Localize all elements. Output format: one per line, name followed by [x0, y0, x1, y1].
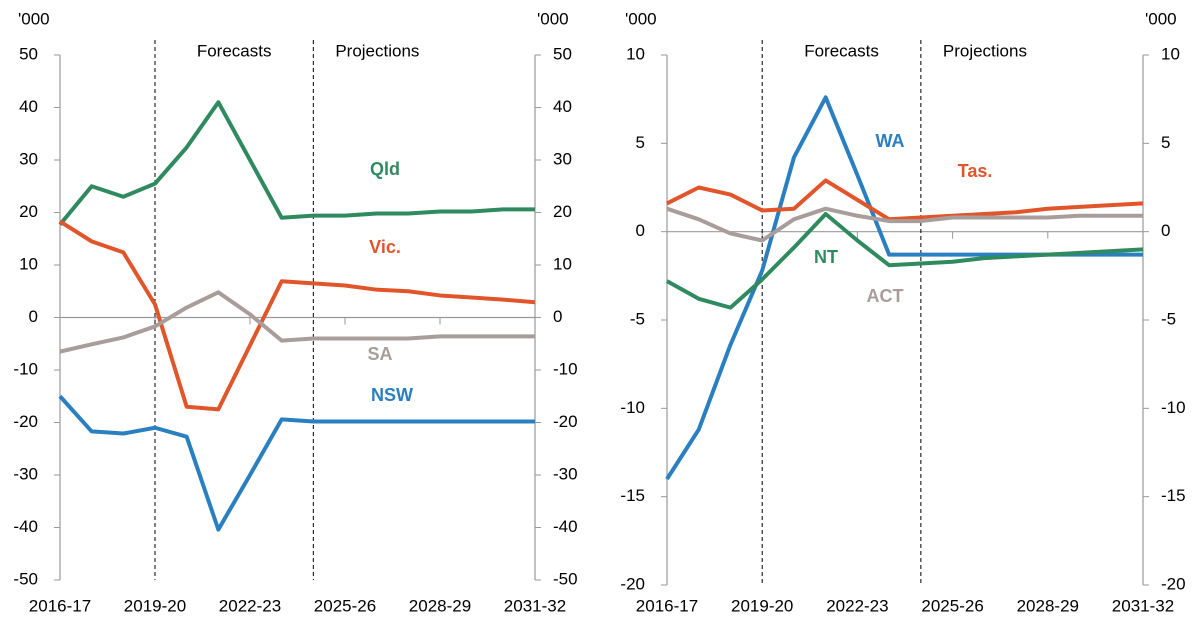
- x-tick-label: 2025-26: [921, 596, 983, 615]
- y-tick-label: 5: [636, 133, 645, 152]
- y2-tick-label: 40: [553, 97, 572, 116]
- y-tick-label: -15: [620, 486, 645, 505]
- y2-tick-label: -50: [553, 569, 578, 588]
- y-tick-label: 0: [636, 221, 645, 240]
- y2-tick-label: -20: [553, 412, 578, 431]
- annotation: Forecasts: [197, 41, 272, 60]
- x-tick-label: 2025-26: [314, 596, 376, 615]
- y2-tick-label: 0: [553, 307, 562, 326]
- y2-tick-label: 20: [553, 202, 572, 221]
- series-line: [665, 95, 1143, 481]
- y-tick-label: -40: [13, 517, 38, 536]
- annotation: Forecasts: [804, 41, 879, 60]
- y2-unit: '000: [537, 9, 569, 28]
- y-tick-label: 0: [29, 307, 38, 326]
- y2-tick-label: -10: [553, 359, 578, 378]
- y2-tick-label: -30: [553, 464, 578, 483]
- series-line: [59, 290, 535, 354]
- y-tick-label: -20: [620, 574, 645, 593]
- y2-tick-label: -5: [1161, 309, 1176, 328]
- y2-tick-label: 10: [553, 254, 572, 273]
- y2-tick-label: -15: [1161, 486, 1186, 505]
- series-line: [666, 212, 1144, 310]
- series-label: NT: [814, 247, 838, 267]
- series-label: Vic.: [369, 237, 401, 257]
- y-tick-label: 40: [19, 97, 38, 116]
- x-tick-label: 2019-20: [731, 596, 793, 615]
- series-line: [58, 100, 535, 226]
- y-unit: '000: [18, 9, 50, 28]
- annotation: Projections: [335, 41, 419, 60]
- y2-unit: '000: [1145, 9, 1177, 28]
- y2-tick-label: 5: [1161, 133, 1170, 152]
- y2-tick-label: -10: [1161, 398, 1186, 417]
- series-line: [58, 219, 536, 412]
- y2-tick-label: -20: [1161, 574, 1186, 593]
- series-line: [58, 394, 535, 532]
- y-tick-label: 10: [626, 44, 645, 63]
- y-tick-label: 10: [19, 254, 38, 273]
- y-tick-label: 30: [19, 149, 38, 168]
- series-label: Tas.: [958, 161, 993, 181]
- y-unit: '000: [625, 9, 657, 28]
- series-label: Qld: [370, 159, 400, 179]
- y-tick-label: 20: [19, 202, 38, 221]
- series-label: ACT: [867, 286, 904, 306]
- y-tick-label: -50: [13, 569, 38, 588]
- series-label: WA: [876, 131, 905, 151]
- x-tick-label: 2028-29: [1017, 596, 1079, 615]
- x-tick-label: 2031-32: [1112, 596, 1174, 615]
- y-tick-label: -10: [13, 359, 38, 378]
- y2-tick-label: -40: [553, 517, 578, 536]
- series-line: [666, 178, 1144, 222]
- series-label: SA: [367, 344, 392, 364]
- series-line: [666, 206, 1143, 243]
- x-tick-label: 2031-32: [504, 596, 566, 615]
- x-tick-label: 2016-17: [29, 596, 91, 615]
- y2-tick-label: 0: [1161, 221, 1170, 240]
- y-tick-label: -20: [13, 412, 38, 431]
- x-tick-label: 2022-23: [826, 596, 888, 615]
- y-tick-label: 50: [19, 44, 38, 63]
- series-label: NSW: [371, 385, 413, 405]
- x-tick-label: 2028-29: [409, 596, 471, 615]
- y2-tick-label: 30: [553, 149, 572, 168]
- y-tick-label: -30: [13, 464, 38, 483]
- y-tick-label: -5: [630, 309, 645, 328]
- x-tick-label: 2019-20: [124, 596, 186, 615]
- annotation: Projections: [943, 41, 1027, 60]
- x-tick-label: 2016-17: [636, 596, 698, 615]
- y-tick-label: -10: [620, 398, 645, 417]
- y2-tick-label: 50: [553, 44, 572, 63]
- y2-tick-label: 10: [1161, 44, 1180, 63]
- x-tick-label: 2022-23: [219, 596, 281, 615]
